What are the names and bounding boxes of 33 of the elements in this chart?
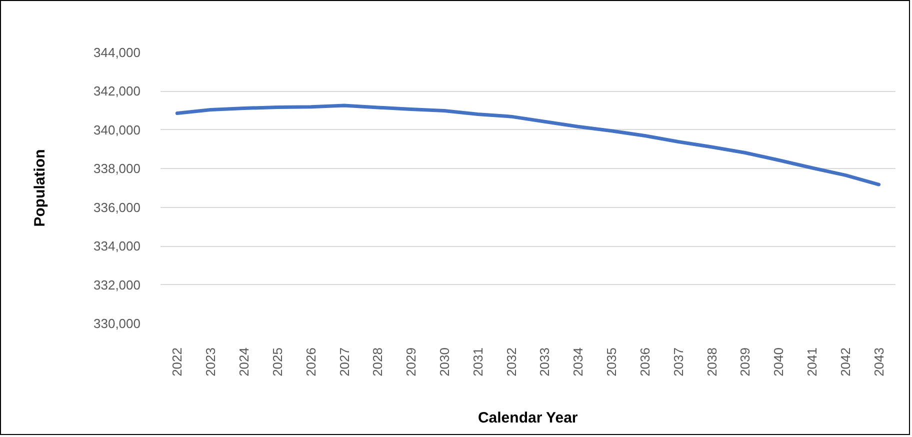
x-tick-label: 2032 — [504, 348, 519, 376]
y-axis-title: Population — [32, 149, 49, 227]
y-tick-label: 344,000 — [94, 45, 141, 60]
y-tick-label: 334,000 — [94, 238, 141, 254]
x-tick-label: 2034 — [570, 348, 586, 376]
x-tick-label: 2024 — [236, 348, 252, 376]
y-tick-label: 332,000 — [94, 277, 141, 292]
x-tick-label: 2041 — [804, 348, 820, 376]
x-tick-label: 2030 — [436, 348, 452, 376]
x-tick-label: 2027 — [336, 348, 352, 376]
x-tick-label: 2042 — [838, 348, 853, 376]
x-tick-label: 2043 — [871, 348, 886, 376]
x-tick-label: 2029 — [404, 348, 419, 376]
x-tick-label: 2023 — [203, 348, 218, 376]
x-tick-label: 2039 — [738, 348, 753, 376]
y-tick-label: 342,000 — [94, 84, 141, 99]
x-tick-label: 2036 — [637, 348, 652, 376]
x-tick-label: 2040 — [771, 348, 786, 376]
y-tick-label: 336,000 — [94, 200, 141, 215]
x-tick-label: 2025 — [270, 348, 285, 376]
x-tick-label: 2026 — [303, 348, 318, 376]
x-axis-title: Calendar Year — [478, 409, 578, 426]
x-tick-label: 2028 — [370, 348, 386, 376]
x-tick-label: 2035 — [604, 348, 620, 376]
x-tick-label: 2037 — [670, 348, 686, 376]
y-tick-label: 338,000 — [94, 161, 141, 176]
y-tick-label: 340,000 — [94, 122, 141, 138]
x-tick-label: 2033 — [537, 348, 552, 376]
y-tick-label: 330,000 — [94, 316, 141, 331]
x-tick-label: 2038 — [704, 348, 720, 376]
line-series — [175, 104, 881, 186]
x-tick-label: 2031 — [470, 348, 486, 376]
x-tick-label: 2022 — [170, 348, 185, 376]
